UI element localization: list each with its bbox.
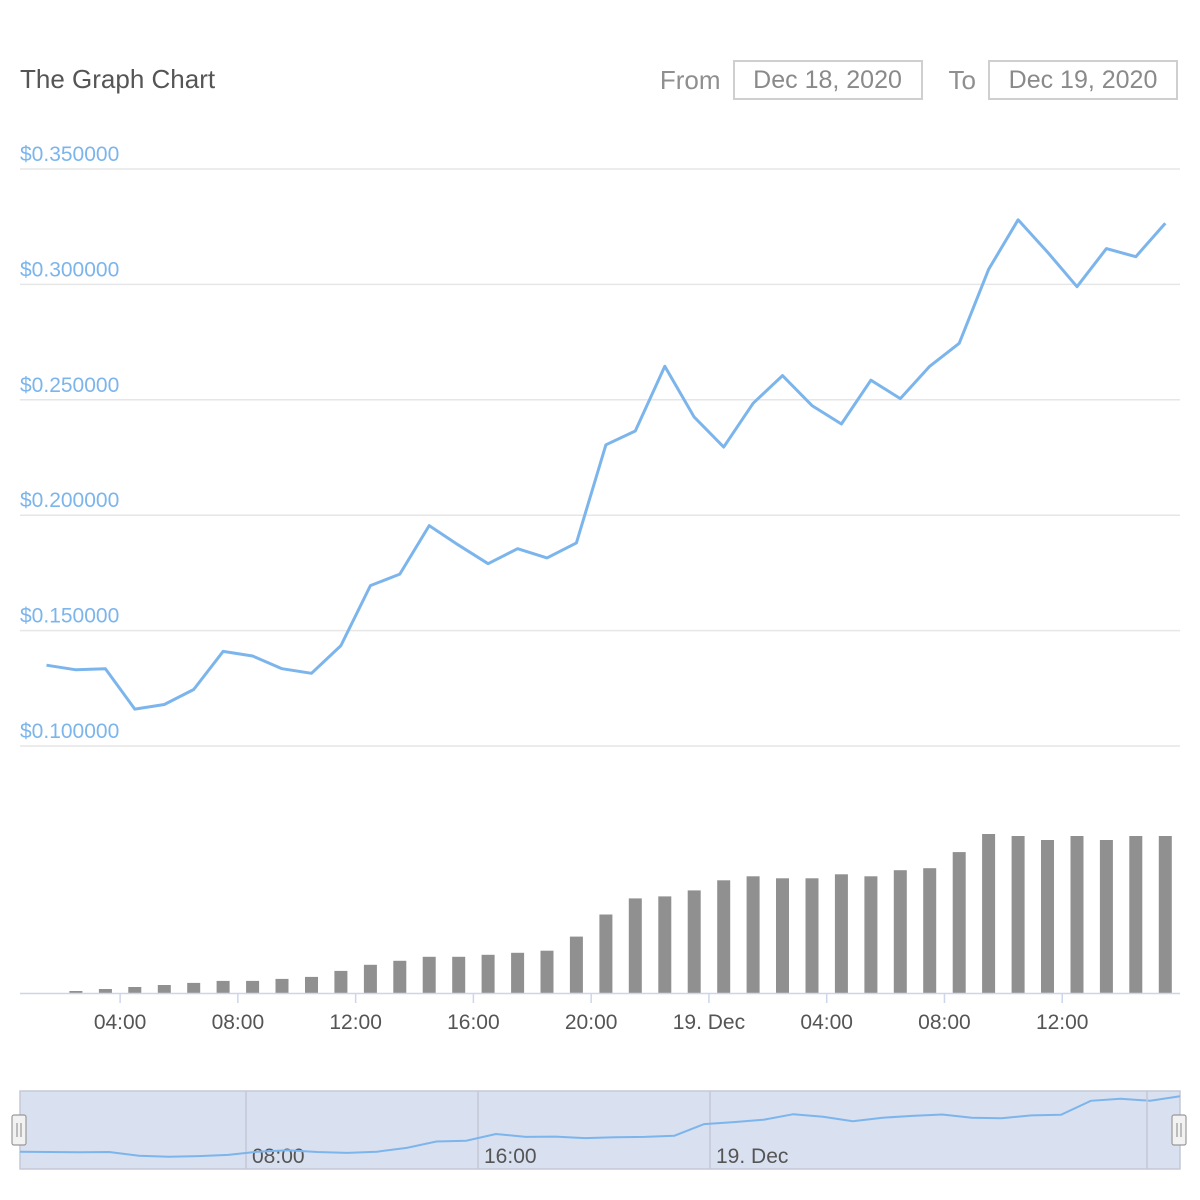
volume-bar [658,896,672,993]
y-tick-label: $0.250000 [20,374,119,397]
volume-bar [952,852,966,993]
y-tick-label: $0.200000 [20,489,119,512]
x-tick-label: 20:00 [565,1011,618,1034]
navigator-range[interactable] [19,1090,1181,1170]
volume-bar [246,980,260,993]
volume-bar [275,978,289,993]
volume-bar [834,874,848,993]
date-range: From Dec 18, 2020 To Dec 19, 2020 [634,60,1178,100]
x-tick-label: 08:00 [918,1011,971,1034]
x-tick-label: 16:00 [447,1011,500,1034]
x-tick-label: 12:00 [329,1011,382,1034]
volume-bar [511,952,525,994]
volume-bar [452,956,466,993]
volume-bar [982,834,996,993]
x-tick-label: 08:00 [212,1011,265,1034]
from-label: From [659,64,721,95]
y-tick-label: $0.300000 [20,258,119,281]
volume-bar [1158,836,1172,993]
volume-bar [305,976,318,993]
volume-bar [599,914,613,993]
x-tick-label: 04:00 [800,1011,853,1034]
price-line [46,218,1167,711]
volume-bar [1041,840,1054,993]
volume-bar [805,878,819,993]
volume-bar [216,980,230,993]
volume-bar [717,880,731,993]
navigator-line [19,1095,1181,1158]
volume-bar [864,876,878,993]
navigator-tick-label: 08:00 [252,1145,305,1168]
volume-bar [893,870,907,993]
volume-bar [687,890,701,993]
to-label: To [948,64,976,95]
volume-bar [128,987,142,993]
navigator-tick-label: 19. Dec [716,1145,788,1168]
volume-bar [569,936,583,993]
volume-bar [98,989,112,993]
volume-bar [628,898,642,993]
x-tick-label: 19. Dec [673,1011,745,1034]
volume-bar [69,991,83,993]
volume-bar [540,950,554,993]
y-tick-label: $0.100000 [20,720,119,743]
from-date-input[interactable]: Dec 18, 2020 [732,60,923,100]
volume-bar [422,956,436,993]
navigator-tick-label: 16:00 [484,1145,537,1168]
x-tick-label: 04:00 [94,1011,147,1034]
volume-bar [187,982,201,993]
to-date-input[interactable]: Dec 19, 2020 [988,60,1178,100]
volume-bar [1011,836,1025,993]
volume-bar [481,954,495,993]
volume-bar [334,970,348,993]
volume-bar [363,964,377,993]
y-tick-label: $0.350000 [20,143,119,166]
volume-bar [923,868,937,993]
y-tick-label: $0.150000 [20,605,119,628]
navigator-handle-left[interactable] [11,1114,27,1146]
volume-bar [746,876,760,993]
chart-title: The Graph Chart [20,64,216,94]
volume-bar [393,960,407,993]
volume-bar [776,878,789,993]
x-tick-label: 12:00 [1036,1011,1089,1034]
volume-bar [1070,836,1084,993]
volume-bar [157,985,171,994]
navigator-handle-right[interactable] [1171,1114,1187,1146]
volume-bar [1099,840,1113,993]
volume-bar [1129,836,1143,993]
